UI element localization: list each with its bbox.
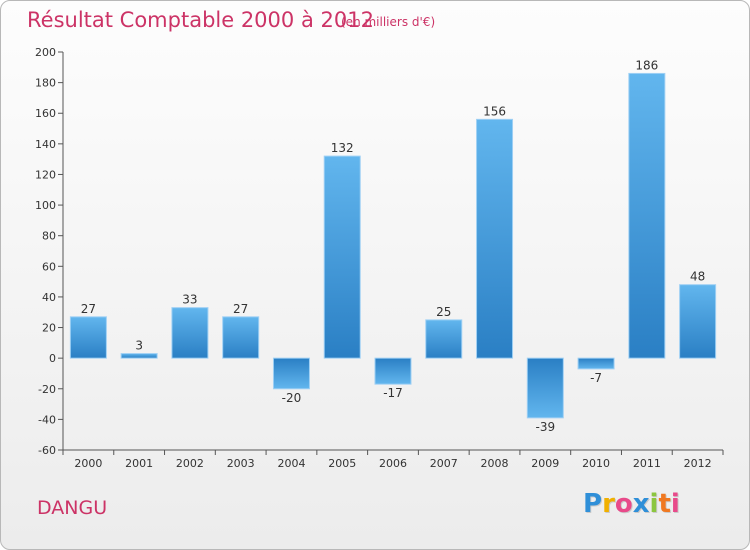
y-tick-label: -40 <box>38 413 56 426</box>
data-label: -7 <box>590 371 602 385</box>
city-name: DANGU <box>37 497 108 519</box>
x-tick-label: 2007 <box>430 457 458 470</box>
bar-2010 <box>577 357 615 370</box>
bar-2007 <box>425 319 463 359</box>
x-tick-label: 2008 <box>481 457 509 470</box>
bar-2000 <box>69 316 107 359</box>
bar-2008 <box>476 118 514 359</box>
bar-2006 <box>374 357 412 385</box>
x-tick-label: 2004 <box>277 457 305 470</box>
logo-letter: P <box>583 489 603 519</box>
logo-letter: i <box>649 489 659 519</box>
x-tick-label: 2011 <box>633 457 661 470</box>
data-label: 3 <box>135 339 143 353</box>
x-tick-label: 2000 <box>74 457 102 470</box>
chart-bars <box>69 72 717 419</box>
y-tick-label: 0 <box>49 352 56 365</box>
y-tick-label: -20 <box>38 383 56 396</box>
logo-letter: t <box>658 489 671 519</box>
y-tick-label: 20 <box>42 322 56 335</box>
logo-letter: x <box>632 489 650 519</box>
y-tick-label: 140 <box>35 138 56 151</box>
logo-letter: o <box>614 489 633 519</box>
y-tick-label: 200 <box>35 46 56 59</box>
logo-letter: r <box>602 489 615 519</box>
y-tick-label: 120 <box>35 168 56 181</box>
data-label: -39 <box>536 420 556 434</box>
data-label: -17 <box>383 386 403 400</box>
chart-subtitle: (en milliers d'€) <box>341 15 436 29</box>
x-tick-label: 2012 <box>684 457 712 470</box>
x-tick-label: 2005 <box>328 457 356 470</box>
data-label: 156 <box>483 104 506 118</box>
y-tick-label: 40 <box>42 291 56 304</box>
data-label: 27 <box>81 302 96 316</box>
x-tick-label: 2001 <box>125 457 153 470</box>
x-tick-label: 2003 <box>227 457 255 470</box>
bar-2004 <box>272 357 310 390</box>
bar-2011 <box>628 72 666 359</box>
bar-2002 <box>171 307 209 359</box>
x-tick-label: 2006 <box>379 457 407 470</box>
data-label: -20 <box>282 391 302 405</box>
data-label: 25 <box>436 305 451 319</box>
bar-2009 <box>526 357 564 419</box>
x-tick-label: 2009 <box>531 457 559 470</box>
y-tick-label: 180 <box>35 77 56 90</box>
data-label: 27 <box>233 302 248 316</box>
x-tick-label: 2010 <box>582 457 610 470</box>
y-tick-label: 100 <box>35 199 56 212</box>
data-label: 132 <box>331 141 354 155</box>
bar-2012 <box>679 284 717 359</box>
y-tick-label: 160 <box>35 107 56 120</box>
data-label: 186 <box>635 58 658 72</box>
bar-2001 <box>120 353 158 359</box>
x-tick-label: 2002 <box>176 457 204 470</box>
y-tick-label: -60 <box>38 444 56 457</box>
bar-2005 <box>323 155 361 359</box>
chart-axes: -60 -40 -20 0 20 40 60 80 100 120 140 160 180 200 2000… <box>35 46 724 470</box>
data-label: 48 <box>690 270 705 284</box>
logo-letter: i <box>670 489 680 519</box>
y-tick-label: 80 <box>42 230 56 243</box>
y-tick-label: 60 <box>42 260 56 273</box>
chart-title: Résultat Comptable 2000 à 2012 <box>27 8 374 32</box>
data-label: 33 <box>182 293 197 307</box>
bar-2003 <box>222 316 260 359</box>
proxiti-logo: Proxiti <box>583 489 680 519</box>
